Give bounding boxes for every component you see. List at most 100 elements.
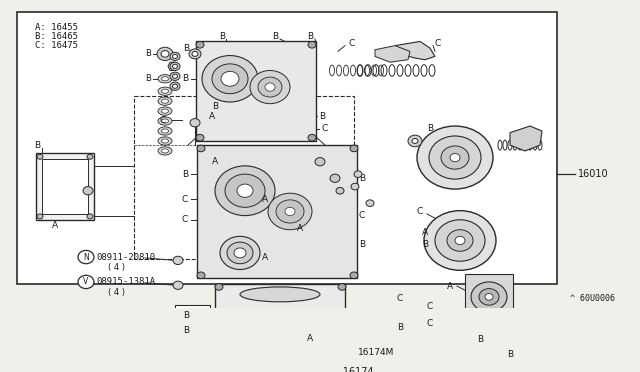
Text: — 16174: — 16174 [330, 366, 374, 372]
Text: C: C [417, 207, 423, 216]
Text: C: C [359, 211, 365, 220]
Text: ( 4 ): ( 4 ) [108, 263, 125, 272]
Text: B: B [183, 326, 189, 334]
Circle shape [250, 70, 290, 104]
Ellipse shape [273, 321, 287, 329]
Circle shape [173, 64, 177, 68]
Circle shape [202, 55, 258, 102]
Circle shape [173, 281, 183, 289]
Circle shape [170, 82, 180, 90]
Circle shape [308, 134, 316, 141]
Circle shape [366, 200, 374, 206]
Text: 16174M: 16174M [358, 348, 394, 357]
Ellipse shape [161, 119, 168, 123]
Text: B: B [183, 311, 189, 320]
Circle shape [196, 134, 204, 141]
Circle shape [502, 337, 518, 351]
Bar [134, 96, 354, 259]
Circle shape [354, 171, 362, 177]
Text: B: 16465: B: 16465 [35, 32, 78, 41]
Text: ^ 60U0006: ^ 60U0006 [570, 294, 615, 303]
Text: B: B [272, 32, 278, 41]
Text: B: B [427, 124, 433, 133]
Text: V: V [83, 278, 88, 286]
Circle shape [197, 145, 205, 152]
Circle shape [196, 41, 204, 48]
Text: A: 16455: A: 16455 [35, 23, 78, 32]
Text: 16010: 16010 [578, 169, 609, 179]
Text: B: B [34, 141, 40, 150]
Circle shape [338, 283, 346, 290]
Ellipse shape [161, 99, 168, 103]
Ellipse shape [158, 117, 172, 125]
Text: B: B [319, 112, 325, 121]
Text: C: C [427, 319, 433, 328]
Circle shape [351, 183, 359, 190]
Polygon shape [375, 46, 410, 62]
Ellipse shape [158, 137, 172, 145]
Text: B: B [507, 350, 513, 359]
Text: A: A [297, 224, 303, 232]
Text: B: B [145, 74, 151, 83]
Circle shape [215, 283, 223, 290]
Text: A: A [209, 112, 215, 121]
Circle shape [221, 71, 239, 86]
Text: ( 4 ): ( 4 ) [108, 288, 125, 297]
Circle shape [268, 193, 312, 230]
Text: A: A [422, 228, 428, 237]
Circle shape [170, 62, 180, 70]
Text: C: C [182, 195, 188, 203]
Text: B: B [477, 336, 483, 344]
Circle shape [450, 153, 460, 162]
Text: C: 16475: C: 16475 [35, 41, 78, 51]
Circle shape [83, 187, 93, 195]
Circle shape [330, 174, 340, 182]
Circle shape [192, 51, 198, 57]
Circle shape [441, 146, 469, 169]
Circle shape [435, 220, 485, 261]
Circle shape [285, 207, 295, 216]
Text: B: B [183, 44, 189, 52]
Ellipse shape [161, 89, 168, 93]
Circle shape [37, 154, 43, 159]
Circle shape [78, 275, 94, 289]
Circle shape [197, 272, 205, 279]
Circle shape [485, 294, 493, 300]
Circle shape [170, 52, 180, 61]
Ellipse shape [158, 147, 172, 155]
Ellipse shape [262, 315, 298, 336]
Text: A: A [262, 195, 268, 203]
Ellipse shape [158, 107, 172, 115]
Text: B: B [219, 32, 225, 41]
Circle shape [225, 174, 265, 207]
Bar [17, 12, 557, 285]
Circle shape [350, 272, 358, 279]
Ellipse shape [253, 308, 307, 341]
Circle shape [237, 184, 253, 198]
Circle shape [212, 64, 248, 94]
Circle shape [215, 360, 223, 366]
Bar [465, 274, 513, 322]
Text: C: C [349, 39, 355, 48]
Circle shape [258, 77, 282, 97]
Ellipse shape [161, 77, 168, 81]
Circle shape [189, 49, 201, 59]
Text: A: A [447, 282, 453, 291]
Circle shape [173, 74, 177, 78]
Bar [215, 283, 345, 366]
Circle shape [170, 72, 180, 80]
Circle shape [308, 41, 316, 48]
Text: C: C [182, 215, 188, 224]
Text: 08911-20810: 08911-20810 [96, 253, 155, 262]
Circle shape [265, 83, 275, 91]
Bar [175, 305, 210, 343]
Text: B: B [212, 102, 218, 110]
Circle shape [417, 126, 493, 189]
Circle shape [220, 236, 260, 269]
Ellipse shape [161, 109, 168, 113]
Circle shape [479, 289, 499, 305]
Circle shape [429, 136, 481, 179]
Text: C: C [322, 124, 328, 133]
Circle shape [234, 248, 246, 258]
Ellipse shape [161, 129, 168, 133]
